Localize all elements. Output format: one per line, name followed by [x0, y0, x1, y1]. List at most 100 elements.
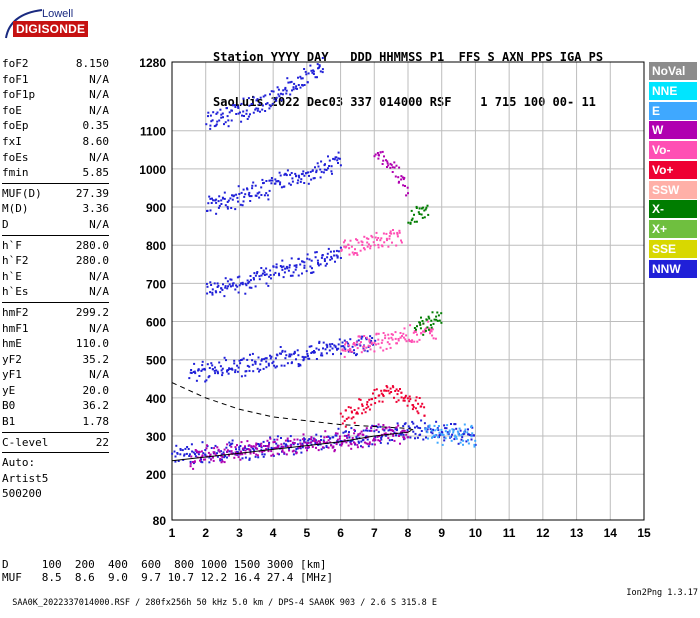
- echo-point: [201, 360, 204, 363]
- echo-point: [342, 345, 345, 348]
- echo-point: [411, 420, 414, 423]
- echo-point: [356, 443, 359, 446]
- echo-point: [353, 421, 356, 424]
- echo-point: [396, 235, 399, 238]
- echo-point: [254, 446, 257, 449]
- echo-point: [269, 179, 272, 182]
- echo-point: [355, 436, 358, 439]
- legend-item: NoVal: [649, 62, 697, 80]
- param-label: h`F: [2, 238, 22, 252]
- echo-point: [377, 237, 380, 239]
- echo-point: [384, 337, 387, 340]
- echo-point: [303, 68, 306, 70]
- echo-point: [289, 274, 292, 277]
- echo-point: [371, 424, 374, 427]
- echo-point: [395, 426, 398, 429]
- echo-point: [329, 345, 332, 348]
- echo-point: [426, 431, 429, 434]
- echo-point: [381, 435, 383, 438]
- echo-point: [192, 371, 195, 373]
- param-row: yF2 35.2: [2, 352, 109, 368]
- echo-point: [365, 427, 368, 430]
- echo-point: [332, 157, 335, 160]
- echo-point: [261, 453, 264, 456]
- echo-point: [234, 453, 237, 456]
- echo-point: [278, 95, 281, 98]
- echo-point: [413, 340, 416, 343]
- echo-point: [374, 402, 377, 405]
- echo-point: [376, 435, 379, 438]
- echo-point: [299, 75, 302, 78]
- echo-point: [360, 440, 363, 443]
- echo-point: [260, 267, 263, 269]
- echo-point: [423, 414, 426, 417]
- echo-point: [400, 431, 403, 434]
- echo-point: [388, 235, 391, 238]
- echo-point: [210, 458, 212, 461]
- echo-point: [335, 434, 338, 437]
- echo-point: [233, 104, 236, 107]
- echo-point: [274, 366, 277, 369]
- echo-point: [376, 152, 379, 154]
- echo-point: [352, 253, 355, 256]
- echo-point: [416, 325, 418, 328]
- echo-point: [305, 350, 308, 353]
- legend-item: W: [649, 121, 697, 140]
- echo-point: [257, 356, 260, 359]
- param-value: N/A: [89, 217, 109, 231]
- echo-point: [357, 407, 360, 410]
- echo-point: [373, 244, 376, 247]
- echo-point: [265, 192, 268, 195]
- divider: [2, 301, 109, 303]
- auto-info: Auto: Artist5 500200: [2, 455, 109, 502]
- echo-point: [322, 347, 324, 350]
- echo-point: [305, 270, 308, 273]
- echo-point: [361, 241, 364, 244]
- echo-point: [284, 88, 287, 91]
- echo-point: [369, 429, 371, 432]
- echo-point: [214, 124, 217, 127]
- echo-point: [295, 448, 298, 450]
- echo-point: [402, 433, 405, 436]
- echo-point: [236, 196, 239, 199]
- echo-point: [261, 272, 264, 275]
- echo-point: [236, 453, 239, 456]
- echo-point: [273, 273, 275, 276]
- echo-point: [357, 433, 360, 436]
- echo-point: [227, 119, 230, 122]
- echo-point: [291, 89, 293, 92]
- echo-point: [305, 73, 308, 76]
- echo-point: [171, 452, 174, 455]
- echo-point: [415, 207, 418, 209]
- echo-point: [328, 343, 331, 346]
- ionogram-chart: 1 2 3 4 5 6 7 8 9 10 11 12 13 14 158020030040050060070…: [139, 56, 651, 540]
- echo-point: [258, 278, 261, 281]
- echo-point: [430, 319, 433, 322]
- logo: Lowell DIGISONDE: [2, 4, 89, 40]
- echo-point: [302, 359, 305, 362]
- echo-point: [418, 207, 421, 210]
- echo-point: [244, 374, 247, 377]
- echo-point: [318, 64, 321, 67]
- echo-point: [269, 357, 272, 360]
- echo-point: [248, 280, 251, 283]
- echo-point: [334, 432, 337, 435]
- echo-point: [278, 272, 280, 275]
- param-label: foF2: [2, 57, 29, 70]
- x-tick-label: 7: [371, 526, 378, 540]
- echo-point: [292, 271, 295, 274]
- echo-point: [463, 432, 466, 435]
- echo-point: [268, 275, 271, 278]
- echo-point: [301, 442, 304, 445]
- echo-point: [234, 208, 237, 211]
- echo-point: [301, 272, 303, 275]
- echo-point: [349, 239, 352, 242]
- echo-point: [427, 315, 430, 318]
- echo-point: [437, 425, 440, 427]
- echo-point: [254, 194, 257, 197]
- echo-point: [467, 442, 470, 445]
- echo-point: [303, 261, 306, 264]
- echo-point: [320, 354, 323, 357]
- echo-point: [247, 282, 250, 285]
- echo-point: [206, 363, 209, 366]
